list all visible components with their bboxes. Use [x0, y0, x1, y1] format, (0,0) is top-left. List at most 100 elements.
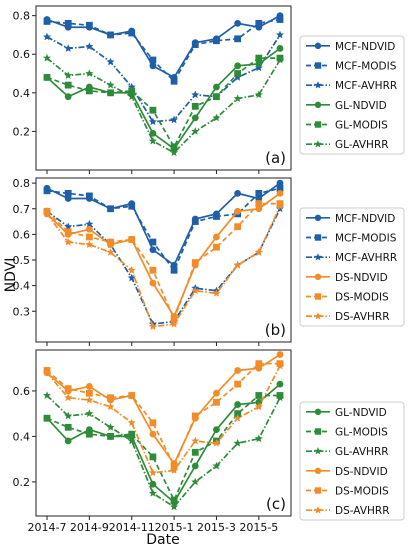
data-point — [213, 93, 220, 101]
legend-marker — [314, 140, 322, 148]
data-point — [255, 60, 263, 68]
plot-frame — [35, 349, 292, 517]
panel-a: 0.2 0.4 0.6 0.8 (a) MCF-NDVID MCF-MODIS MCF-AVH… — [13, 5, 405, 174]
data-point — [191, 114, 199, 122]
data-point — [233, 414, 242, 422]
data-point — [148, 322, 157, 331]
data-point — [85, 21, 93, 29]
y-tick-label: 0.4 — [13, 87, 31, 100]
legend-marker — [314, 312, 322, 320]
data-point — [85, 395, 94, 404]
series-gl-ndvid — [43, 380, 284, 506]
legend-marker — [314, 253, 322, 261]
legend-label: DS-NDVID — [335, 272, 388, 284]
data-point — [170, 496, 178, 504]
series-mcf-avhrr — [43, 204, 284, 328]
data-point — [64, 411, 73, 420]
data-point — [149, 480, 157, 488]
data-point — [191, 462, 199, 470]
legend-label: GL-NDVID — [335, 100, 387, 112]
legend-item: GL-MODIS — [306, 120, 388, 132]
y-tick-label: 0.2 — [13, 125, 31, 138]
data-point — [276, 361, 284, 370]
data-point — [128, 202, 136, 210]
data-point — [191, 448, 199, 456]
data-point — [64, 423, 72, 431]
legend-frame — [299, 207, 405, 327]
data-point — [107, 238, 114, 246]
legend-marker — [314, 487, 322, 494]
legend-label: MCF-NDVID — [335, 213, 395, 225]
data-point — [254, 402, 263, 411]
data-point — [213, 213, 220, 220]
data-point — [85, 409, 94, 418]
data-point — [276, 393, 284, 402]
data-point — [254, 63, 263, 72]
x-tick-label: 2015-5 — [239, 521, 278, 534]
legend-item: DS-AVHRR — [306, 311, 390, 323]
data-point — [170, 466, 179, 474]
series-line — [46, 208, 281, 325]
data-point — [127, 92, 136, 101]
legend-frame — [299, 401, 405, 521]
legend-marker — [314, 234, 322, 241]
legend-label: DS-AVHRR — [335, 311, 390, 323]
legend: GL-NDVID GL-MODIS GL-AVHRR DS-NDVID DS-MODIS… — [299, 401, 405, 521]
data-point — [234, 19, 242, 27]
series-line — [46, 57, 281, 154]
data-point — [191, 102, 199, 110]
data-point — [212, 461, 221, 470]
data-point — [148, 136, 157, 145]
y-tick-label: 0.5 — [13, 254, 31, 267]
data-point — [191, 41, 199, 48]
data-point — [64, 385, 72, 393]
data-point — [170, 266, 178, 274]
panel-letter: (b) — [265, 321, 286, 339]
data-point — [85, 233, 93, 241]
data-point — [213, 233, 220, 241]
data-point — [107, 31, 114, 39]
data-point — [212, 113, 221, 122]
data-point — [106, 402, 115, 411]
y-tick-label: 0.4 — [13, 430, 31, 443]
data-point — [64, 195, 72, 202]
data-point — [85, 225, 93, 233]
data-point — [255, 195, 263, 202]
data-point — [85, 430, 93, 438]
data-point — [191, 436, 200, 445]
data-point — [149, 430, 157, 438]
data-point — [64, 228, 72, 236]
legend-item: DS-MODIS — [306, 292, 389, 304]
data-point — [234, 207, 242, 215]
data-point — [276, 201, 284, 210]
data-point — [191, 286, 200, 295]
plot-frame — [35, 5, 292, 171]
data-point — [149, 246, 157, 254]
data-point — [128, 236, 136, 243]
legend-marker — [314, 293, 322, 300]
data-point — [234, 367, 242, 374]
data-point — [127, 418, 136, 427]
legend-item: GL-MODIS — [306, 427, 388, 439]
legend-label: GL-AVHRR — [335, 446, 389, 458]
data-point — [149, 56, 157, 64]
data-point — [191, 412, 199, 420]
data-point — [85, 240, 94, 249]
data-point — [43, 391, 51, 399]
data-point — [170, 502, 179, 511]
series-line — [46, 57, 280, 149]
data-point — [170, 115, 179, 124]
legend-frame — [299, 35, 405, 155]
data-point — [127, 273, 136, 282]
data-point — [213, 398, 220, 406]
data-point — [213, 426, 220, 433]
data-point — [170, 143, 178, 151]
legend-marker — [314, 447, 322, 455]
data-point — [276, 204, 284, 213]
data-point — [128, 29, 136, 37]
legend-marker — [314, 214, 322, 222]
data-point — [85, 382, 93, 390]
series-ds-modis — [43, 360, 284, 470]
data-point — [255, 19, 263, 27]
data-point — [233, 73, 242, 81]
